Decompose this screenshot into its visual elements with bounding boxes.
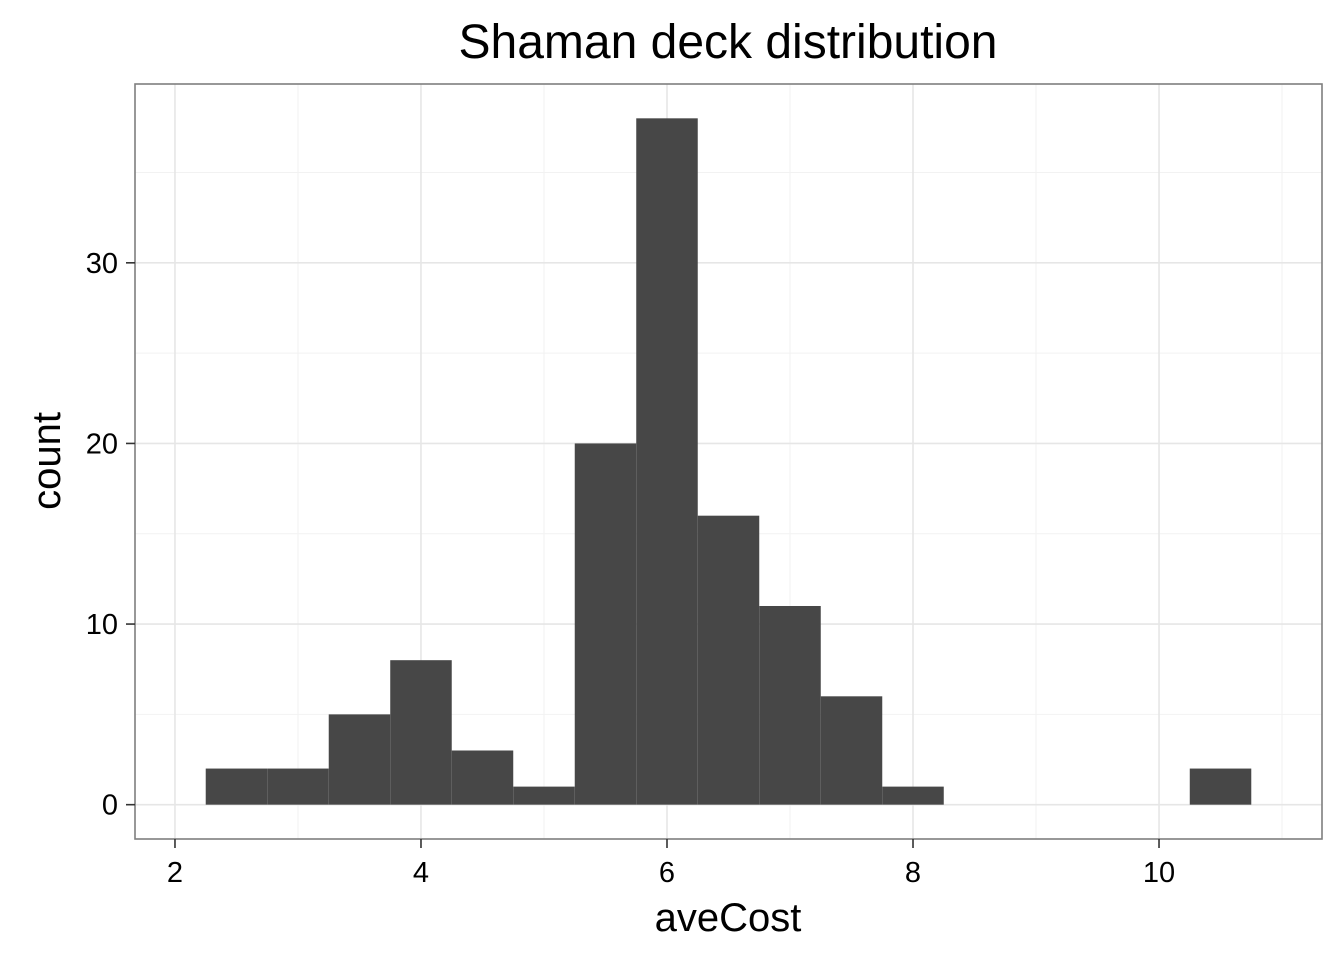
histogram-bar (759, 605, 821, 805)
y-axis-title: count (25, 412, 69, 510)
y-tick-label: 20 (86, 428, 118, 460)
histogram-bar (513, 786, 575, 805)
y-tick-label: 0 (102, 790, 118, 822)
y-axis: 0 10 20 30 (86, 248, 135, 822)
x-tick-label: 10 (1143, 857, 1175, 889)
histogram-bar (267, 768, 329, 805)
histogram-bar (882, 786, 944, 805)
x-tick-label: 2 (167, 857, 183, 889)
histogram-bars (205, 118, 1252, 805)
y-tick-label: 10 (86, 609, 118, 641)
histogram-bar (390, 660, 452, 805)
x-tick-label: 6 (659, 857, 675, 889)
histogram-bar (574, 443, 637, 805)
histogram-bar (820, 696, 883, 805)
x-axis: 2 4 6 8 10 (167, 839, 1175, 889)
histogram-bar (205, 768, 268, 805)
histogram-bar (328, 714, 391, 805)
plot-panel-border (134, 83, 1323, 840)
x-tick-label: 8 (905, 857, 921, 889)
histogram-bar (1189, 768, 1252, 805)
x-tick-label: 4 (413, 857, 429, 889)
histogram-bar (451, 750, 514, 805)
x-axis-title: aveCost (655, 896, 802, 940)
chart-title: Shaman deck distribution (459, 16, 998, 69)
histogram-bar (636, 118, 698, 805)
y-tick-label: 30 (86, 248, 118, 280)
histogram-bar (697, 515, 760, 805)
